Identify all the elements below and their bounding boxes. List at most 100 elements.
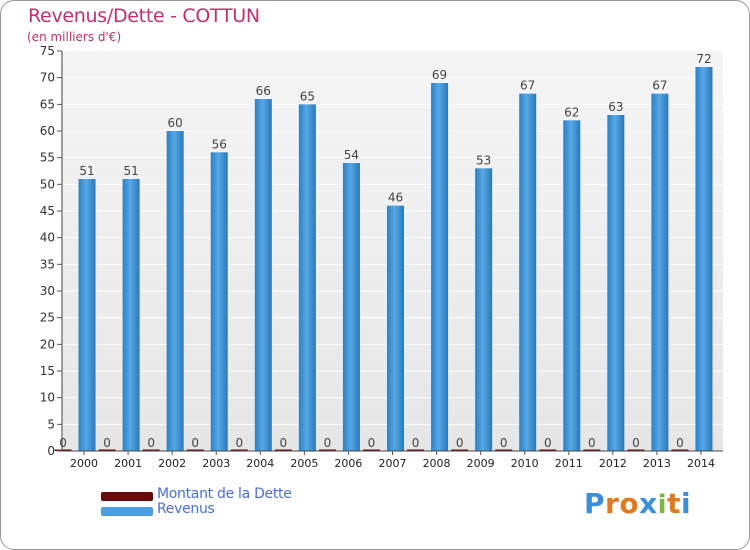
x-tick-label: 2005 — [290, 457, 318, 470]
y-tick-label: 30 — [40, 284, 55, 298]
data-label-revenus: 56 — [212, 137, 227, 151]
x-tick-label: 2002 — [158, 457, 186, 470]
bar-revenus — [342, 163, 360, 451]
proxiti-logo: Proxiti — [584, 487, 691, 520]
bar-dette — [98, 449, 116, 451]
data-label-revenus: 63 — [608, 100, 623, 114]
data-label-revenus: 67 — [520, 79, 535, 93]
bar-revenus — [122, 179, 140, 451]
data-label-dette: 0 — [456, 436, 464, 450]
bar-dette — [583, 449, 601, 451]
data-label-revenus: 65 — [300, 89, 315, 103]
data-label-dette: 0 — [235, 436, 243, 450]
y-tick-label: 70 — [40, 71, 55, 85]
data-label-dette: 0 — [59, 436, 67, 450]
x-tick-label: 2010 — [511, 457, 539, 470]
x-tick-label: 2011 — [555, 457, 583, 470]
bar-revenus — [254, 99, 272, 451]
bar-dette — [451, 449, 469, 451]
y-tick-label: 15 — [40, 364, 55, 378]
bar-dette — [407, 449, 425, 451]
bar-revenus — [475, 168, 493, 452]
x-tick-label: 2013 — [643, 457, 671, 470]
x-tick-label: 2012 — [599, 457, 627, 470]
data-label-dette: 0 — [500, 436, 508, 450]
data-label-revenus: 69 — [432, 68, 447, 82]
data-label-dette: 0 — [324, 436, 332, 450]
data-label-dette: 0 — [412, 436, 420, 450]
bar-revenus — [387, 205, 404, 451]
y-tick-label: 40 — [40, 231, 55, 245]
logo-letter: P — [584, 487, 606, 520]
data-label-revenus: 66 — [256, 84, 271, 98]
bar-revenus — [651, 93, 669, 452]
logo-letter: i — [657, 490, 668, 520]
y-tick-label: 45 — [40, 204, 55, 218]
logo-letter: r — [605, 487, 620, 520]
bar-dette — [671, 449, 689, 451]
x-tick-label: 2000 — [70, 457, 98, 470]
data-label-revenus: 51 — [79, 164, 94, 178]
logo-letter: x — [639, 487, 658, 520]
y-tick-label: 35 — [40, 257, 55, 271]
data-label-revenus: 53 — [476, 153, 491, 167]
data-label-revenus: 46 — [388, 191, 403, 205]
bar-dette — [363, 449, 380, 451]
x-tick-label: 2008 — [423, 457, 451, 470]
bar-revenus — [78, 179, 96, 451]
data-label-dette: 0 — [191, 436, 199, 450]
bar-revenus — [298, 104, 316, 451]
x-tick-label: 2007 — [379, 457, 407, 470]
data-label-dette: 0 — [280, 436, 288, 450]
y-tick-label: 55 — [40, 151, 55, 165]
y-tick-label: 65 — [40, 97, 55, 111]
bar-dette — [627, 449, 645, 451]
data-label-dette: 0 — [103, 436, 111, 450]
data-label-revenus: 51 — [123, 164, 138, 178]
data-label-revenus: 67 — [652, 79, 667, 93]
data-label-dette: 0 — [632, 436, 640, 450]
legend-swatch-dette — [101, 492, 153, 501]
bar-dette — [142, 449, 160, 451]
data-label-revenus: 54 — [344, 148, 359, 162]
x-tick-label: 2001 — [114, 457, 142, 470]
logo-letter: o — [619, 487, 640, 520]
y-tick-label: 5 — [47, 417, 55, 431]
data-label-revenus: 60 — [168, 116, 183, 130]
chart-title: Revenus/Dette - COTTUN — [28, 5, 260, 27]
data-label-revenus: 62 — [564, 105, 579, 119]
bar-dette — [274, 449, 292, 451]
x-tick-label: 2006 — [334, 457, 362, 470]
x-tick-label: 2003 — [202, 457, 230, 470]
bar-revenus — [210, 152, 228, 452]
bar-dette — [186, 449, 204, 451]
bar-dette — [230, 449, 248, 451]
bar-dette — [54, 449, 72, 451]
bar-revenus — [607, 115, 625, 451]
legend-label-dette: Montant de la Dette — [157, 486, 292, 502]
bar-revenus — [695, 67, 713, 451]
legend-swatch-revenus — [101, 507, 153, 516]
y-tick-label: 50 — [40, 177, 55, 191]
bar-revenus — [431, 83, 449, 451]
bar-dette — [318, 449, 336, 451]
y-tick-label: 10 — [40, 391, 55, 405]
data-label-dette: 0 — [368, 436, 376, 450]
y-tick-label: 0 — [47, 444, 55, 458]
bar-dette — [539, 449, 557, 451]
legend-label-revenus: Revenus — [157, 501, 215, 517]
y-tick-label: 25 — [40, 311, 55, 325]
y-tick-label: 75 — [40, 44, 55, 58]
bar-revenus — [166, 131, 184, 451]
logo-letter: t — [667, 487, 681, 520]
data-label-revenus: 72 — [696, 52, 711, 66]
x-tick-label: 2004 — [246, 457, 274, 470]
x-tick-label: 2014 — [687, 457, 715, 470]
data-label-dette: 0 — [544, 436, 552, 450]
x-tick-label: 2009 — [467, 457, 495, 470]
y-tick-label: 20 — [40, 337, 55, 351]
data-label-dette: 0 — [588, 436, 596, 450]
bar-revenus — [563, 120, 581, 451]
